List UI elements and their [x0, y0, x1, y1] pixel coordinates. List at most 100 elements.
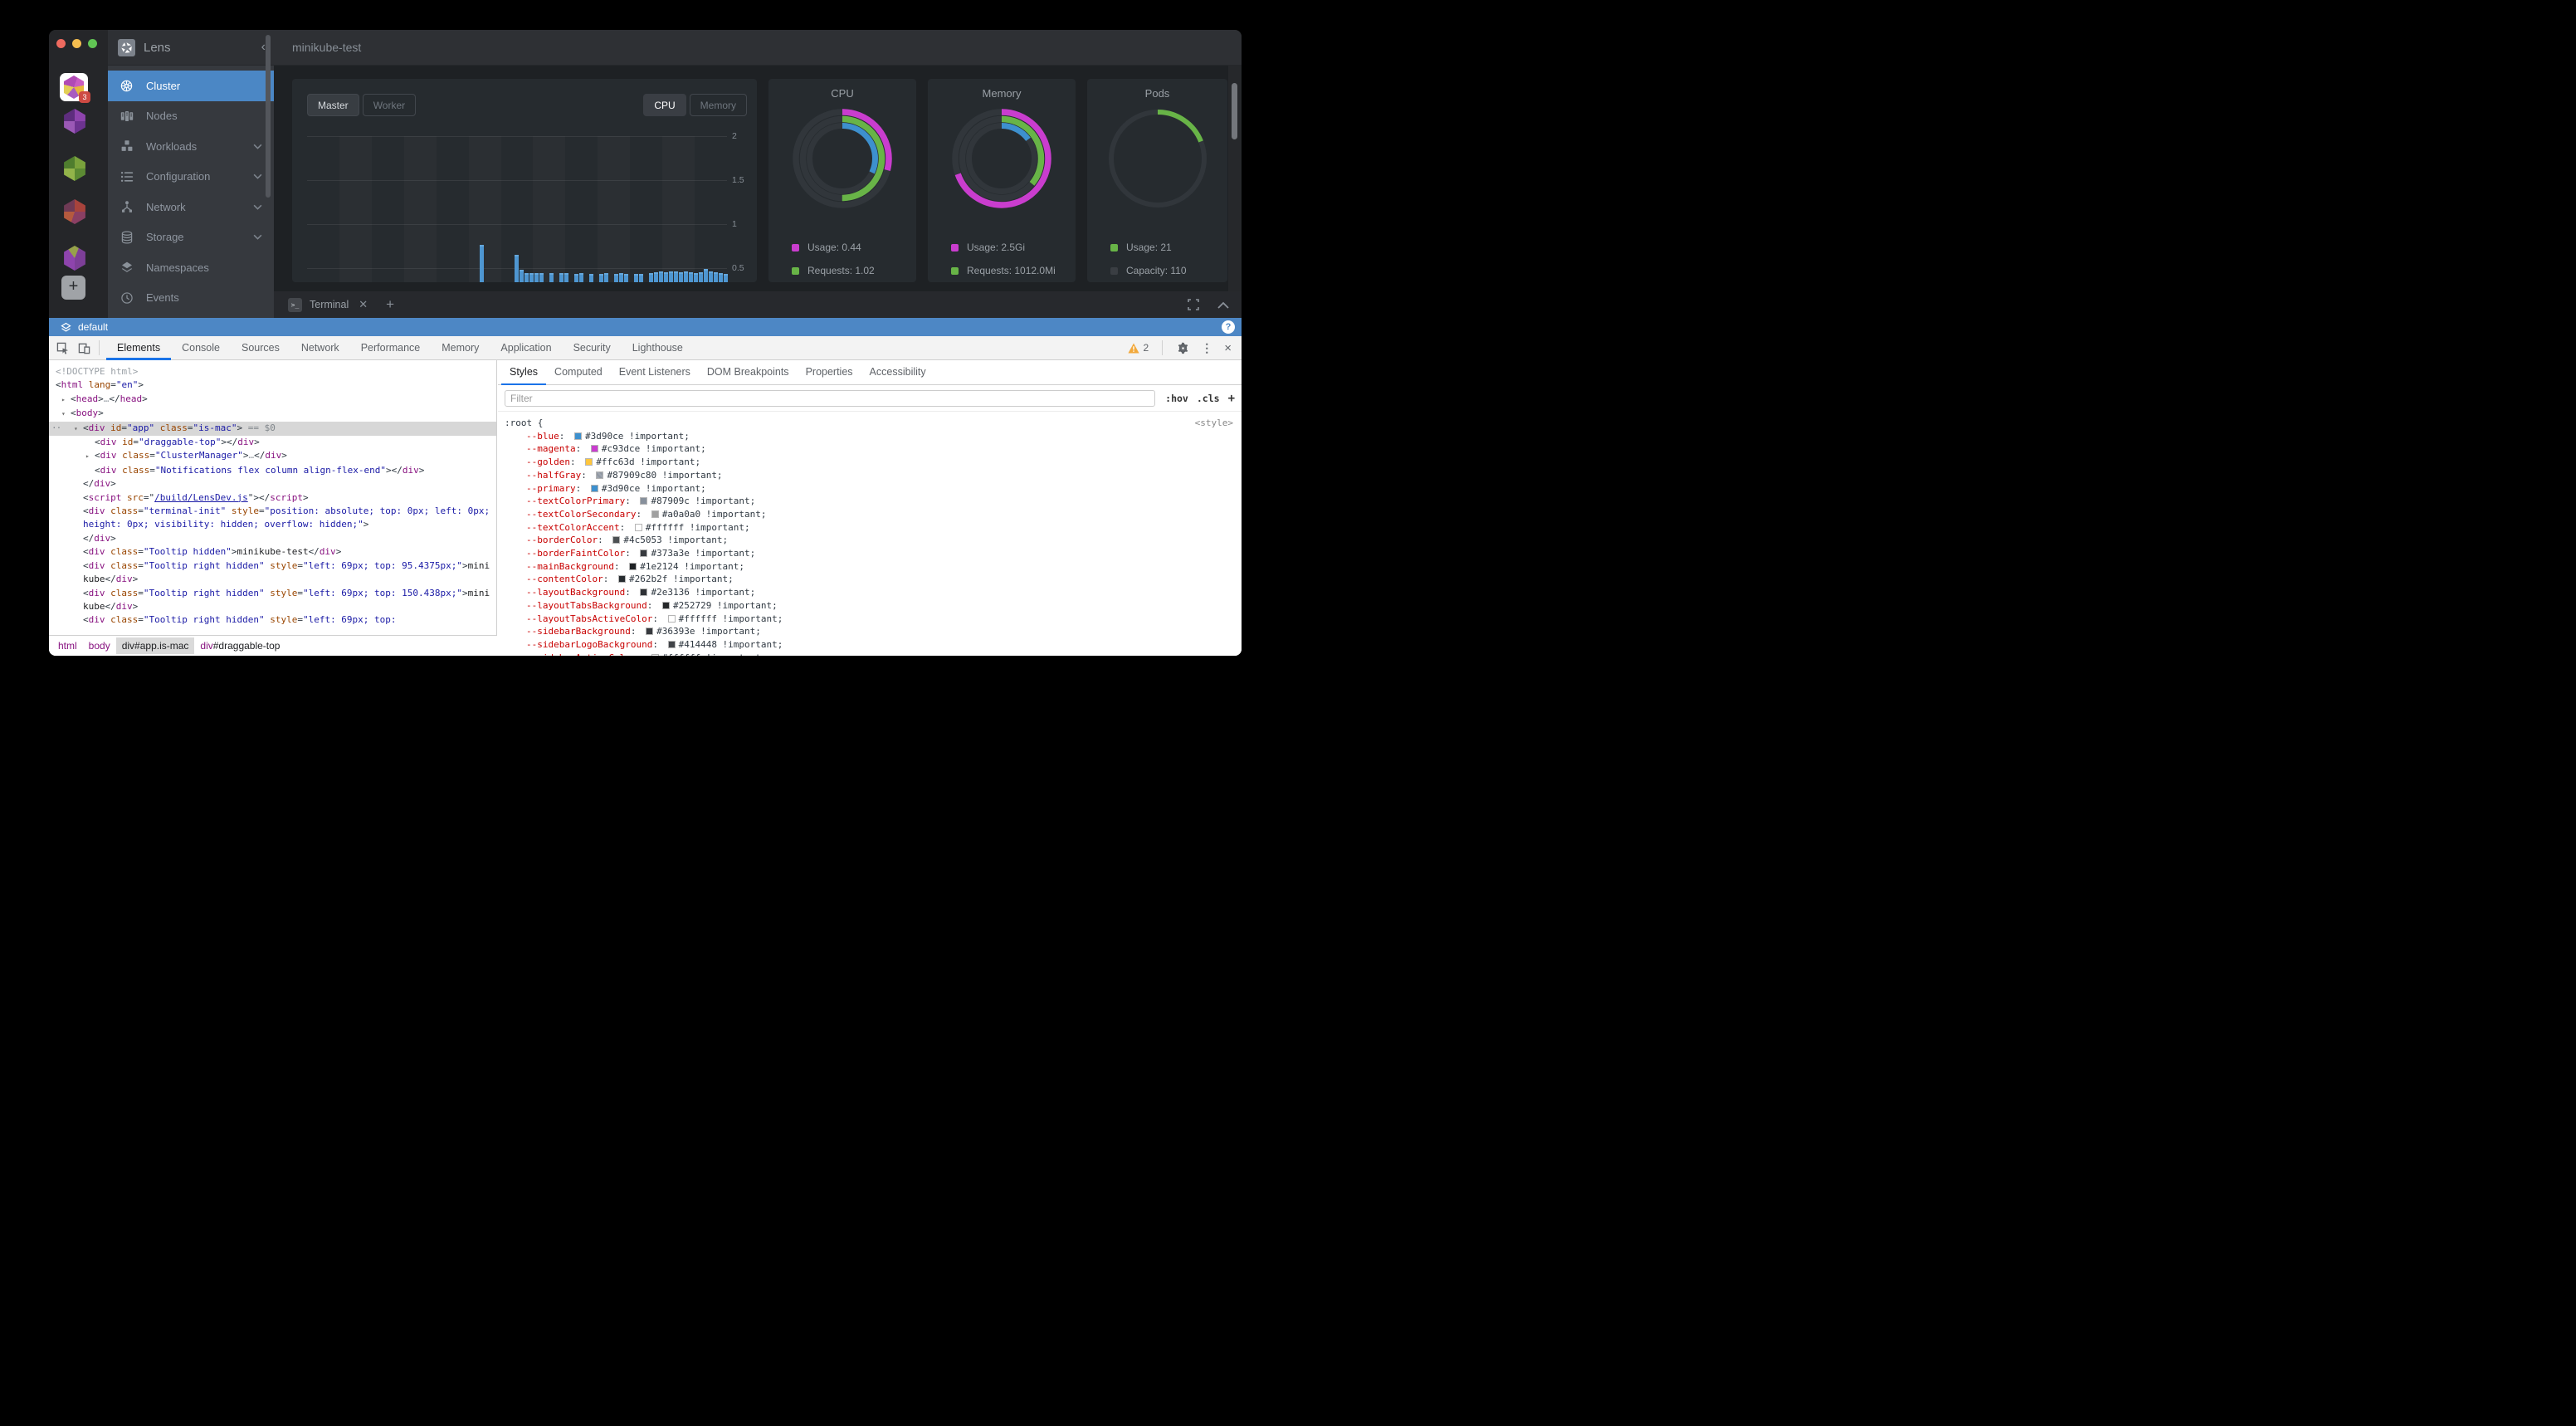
collapse-dock-icon[interactable]	[1217, 298, 1230, 311]
breadcrumb-item[interactable]: html	[58, 640, 77, 652]
css-declaration[interactable]: --layoutBackground: #2e3136 !important;	[526, 587, 756, 598]
color-swatch[interactable]	[661, 601, 670, 609]
cluster-icon-2[interactable]	[64, 109, 85, 134]
css-declaration[interactable]: --borderFaintColor: #373a3e !important;	[526, 548, 756, 559]
color-swatch[interactable]	[634, 523, 642, 531]
color-swatch[interactable]	[640, 497, 648, 505]
cluster-icon-5[interactable]	[64, 246, 85, 271]
color-swatch[interactable]	[640, 588, 648, 597]
elements-tree[interactable]: <!DOCTYPE html> <html lang="en"> ▸ <head>…<…	[49, 360, 497, 635]
cluster-icon-3[interactable]	[64, 156, 85, 181]
css-declaration[interactable]: --mainBackground: #1e2124 !important;	[526, 560, 745, 572]
dom-node[interactable]: <div id="draggable-top"></div>	[95, 437, 260, 448]
dom-node[interactable]: <div class="Tooltip right hidden" style=…	[83, 614, 397, 626]
minimize-window-button[interactable]	[72, 39, 81, 48]
sidebar-item-namespaces[interactable]: Namespaces	[108, 252, 274, 283]
color-swatch[interactable]	[574, 432, 582, 440]
dom-node[interactable]: ▸ <div class="ClusterManager">…</div>	[49, 449, 496, 463]
cluster-icon-4[interactable]	[64, 199, 85, 224]
devtools-tab-sources[interactable]: Sources	[241, 342, 280, 354]
css-declaration[interactable]: --halfGray: #87909c80 !important;	[526, 469, 723, 481]
styles-tab-properties[interactable]: Properties	[805, 365, 853, 378]
color-swatch[interactable]	[651, 510, 659, 518]
console-warnings-badge[interactable]: 2	[1127, 342, 1149, 354]
devtools-settings-icon[interactable]	[1176, 341, 1189, 354]
devtools-tab-network[interactable]: Network	[300, 342, 339, 354]
new-style-rule-button[interactable]: +	[1227, 391, 1235, 405]
zoom-window-button[interactable]	[88, 39, 97, 48]
styles-tab-computed[interactable]: Computed	[554, 365, 603, 378]
node-options-icon[interactable]: ··	[51, 422, 61, 433]
dom-node[interactable]: ▸ <head>…</head>	[49, 393, 496, 407]
dom-node[interactable]: </div>	[83, 532, 116, 544]
sidebar-item-events[interactable]: Events	[108, 283, 274, 314]
css-declaration[interactable]: --sidebarLogoBackground: #414448 !import…	[526, 638, 783, 650]
metric-memory-button[interactable]: Memory	[689, 94, 747, 116]
devtools-tab-security[interactable]: Security	[573, 342, 611, 354]
sidebar-item-workloads[interactable]: Workloads	[108, 131, 274, 162]
css-declaration[interactable]: --textColorPrimary: #87909c !important;	[526, 496, 756, 507]
color-swatch[interactable]	[596, 471, 604, 479]
css-declaration[interactable]: --layoutTabsActiveColor: #ffffff !import…	[526, 613, 783, 624]
terminal-tab-label[interactable]: Terminal	[310, 299, 349, 310]
color-swatch[interactable]	[651, 653, 659, 656]
devtools-tab-application[interactable]: Application	[500, 342, 552, 354]
sidebar-item-network[interactable]: Network	[108, 192, 274, 222]
css-declaration[interactable]: --textColorAccent: #ffffff !important;	[526, 521, 750, 533]
dom-node-selected[interactable]: ·· ▾ <div id="app" class="is-mac"> == $0	[49, 421, 496, 437]
color-swatch[interactable]	[667, 614, 676, 623]
css-declaration[interactable]: --textColorSecondary: #a0a0a0 !important…	[526, 508, 767, 520]
dom-node[interactable]: <div class="Tooltip hidden">minikube-tes…	[83, 546, 342, 558]
help-button[interactable]: ?	[1222, 320, 1235, 334]
namespace-select[interactable]: default	[78, 321, 109, 333]
sidebar-item-cluster[interactable]: Cluster	[108, 71, 274, 101]
node-worker-button[interactable]: Worker	[362, 94, 417, 116]
close-window-button[interactable]	[56, 39, 66, 48]
breadcrumb-item[interactable]: body	[88, 640, 110, 652]
color-swatch[interactable]	[640, 549, 648, 558]
css-declaration[interactable]: --blue: #3d90ce !important;	[526, 430, 690, 442]
devtools-tab-console[interactable]: Console	[182, 342, 220, 354]
sidebar-collapse-icon[interactable]: ‹	[261, 40, 266, 54]
expand-dock-icon[interactable]	[1187, 298, 1200, 311]
expand-node-icon[interactable]: ▸	[85, 452, 90, 461]
breadcrumb-item[interactable]: div#app.is-mac	[115, 637, 195, 654]
styles-tab-event-listeners[interactable]: Event Listeners	[618, 365, 690, 378]
devtools-tab-elements[interactable]: Elements	[106, 336, 172, 360]
devtools-menu-icon[interactable]: ⋮	[1201, 340, 1213, 354]
sidebar-item-storage[interactable]: Storage	[108, 222, 274, 253]
dom-node[interactable]: </div>	[83, 478, 116, 490]
devtools-tab-memory[interactable]: Memory	[442, 342, 480, 354]
terminal-close-icon[interactable]: ✕	[359, 298, 368, 310]
sidebar-item-configuration[interactable]: Configuration	[108, 162, 274, 193]
dom-node[interactable]: <!DOCTYPE html>	[56, 366, 139, 377]
collapse-node-icon[interactable]: ▾	[61, 410, 66, 418]
dom-node[interactable]: <html lang="en">	[56, 379, 144, 391]
toggle-classes-button[interactable]: .cls	[1196, 392, 1220, 404]
color-swatch[interactable]	[629, 562, 637, 570]
color-swatch[interactable]	[612, 536, 621, 545]
main-scrollbar-track[interactable]	[1228, 66, 1242, 291]
css-declaration[interactable]: --primary: #3d90ce !important;	[526, 482, 706, 494]
color-swatch[interactable]	[585, 458, 593, 466]
main-scrollbar-thumb[interactable]	[1232, 83, 1237, 139]
style-source-link[interactable]: <style>	[1194, 418, 1233, 428]
color-swatch[interactable]	[617, 575, 626, 584]
devtools-tab-performance[interactable]: Performance	[360, 342, 421, 354]
color-swatch[interactable]	[646, 628, 654, 636]
dom-node[interactable]: <div class="Notifications flex column al…	[95, 464, 425, 476]
css-declaration[interactable]: --layoutTabsBackground: #252729 !importa…	[526, 599, 778, 611]
color-swatch[interactable]	[590, 445, 598, 453]
new-terminal-button[interactable]: +	[386, 296, 395, 312]
collapse-node-icon[interactable]: ▾	[74, 424, 78, 432]
dom-node[interactable]: <div class="Tooltip right hidden" style=…	[83, 587, 490, 612]
color-swatch[interactable]	[667, 640, 676, 648]
css-declaration[interactable]: --magenta: #c93dce !important;	[526, 443, 706, 455]
styles-tab-styles[interactable]: Styles	[501, 360, 547, 385]
devtools-tab-lighthouse[interactable]: Lighthouse	[632, 342, 683, 354]
devtools-close-icon[interactable]: ×	[1224, 340, 1232, 355]
toggle-hover-state-button[interactable]: :hov	[1165, 392, 1188, 404]
dom-node[interactable]: <div class="Tooltip right hidden" style=…	[83, 559, 490, 585]
dom-node[interactable]: <div class="terminal-init" style="positi…	[83, 505, 495, 530]
css-declaration[interactable]: --sidebarBackground: #36393e !important;	[526, 626, 761, 637]
